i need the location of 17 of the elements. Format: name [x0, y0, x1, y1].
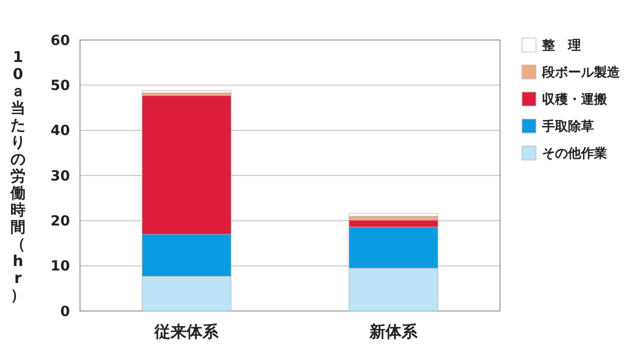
x-tick-label: 新体系 [368, 322, 418, 341]
x-tick-label: 従来体系 [154, 322, 220, 341]
legend-label: 整 理 [541, 38, 581, 54]
y-tick-label: 60 [50, 32, 70, 49]
y-tick-label: 0 [60, 304, 70, 320]
y-tick-label: 40 [50, 123, 70, 140]
bar [142, 90, 232, 94]
y-tick-label: 20 [50, 214, 70, 230]
y-tick-label: 50 [50, 78, 70, 94]
y-tick-label: 30 [50, 168, 70, 184]
text: 10ａ当たりの労働時間（hr） [10, 48, 26, 304]
legend-label: 手取除草 [541, 118, 594, 135]
bar [348, 213, 438, 216]
legend-label: 収穫・運搬 [542, 92, 608, 108]
y-tick-label: 10 [50, 258, 70, 275]
legend-label: 段ボール製造 [541, 66, 621, 81]
legend-label: その他作業 [542, 146, 607, 162]
